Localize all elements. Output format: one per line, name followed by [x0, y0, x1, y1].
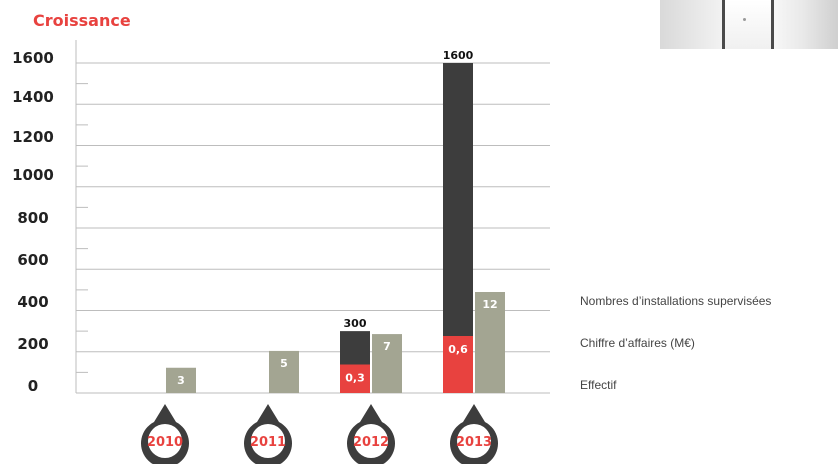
revenue-label: 0,3	[345, 372, 365, 385]
installations-label: 300	[344, 317, 367, 330]
revenue-bar	[340, 364, 370, 393]
staff-bar	[372, 334, 402, 393]
year-marker-hole	[354, 424, 388, 458]
year-label: 2011	[250, 435, 286, 450]
revenue-bar	[443, 336, 473, 393]
staff-label: 5	[280, 357, 288, 370]
y-tick-label: 1000	[12, 166, 54, 184]
year-label: 2013	[456, 435, 492, 450]
legend-staff: Effectif	[580, 378, 617, 392]
year-marker-hole	[457, 424, 491, 458]
person-photo	[660, 0, 838, 49]
chart-title: Croissance	[33, 11, 131, 30]
year-marker-hole	[148, 424, 182, 458]
y-tick-label: 400	[17, 293, 49, 311]
shirt-shape	[722, 0, 774, 49]
y-tick-label: 200	[17, 335, 49, 353]
staff-bar	[166, 367, 196, 393]
y-tick-label: 1400	[12, 88, 54, 106]
shirt-button	[743, 18, 746, 21]
legend-revenue: Chiffre d’affaires (M€)	[580, 336, 695, 350]
staff-label: 3	[177, 374, 185, 387]
year-label: 2010	[147, 435, 183, 450]
y-tick-label: 1600	[12, 49, 54, 67]
staff-bar	[475, 292, 505, 393]
revenue-label: 0,6	[448, 343, 468, 356]
installations-label: 1600	[443, 49, 474, 62]
y-tick-label: 800	[17, 209, 49, 227]
y-tick-label: 600	[17, 251, 49, 269]
year-marker-hole	[251, 424, 285, 458]
staff-label: 12	[482, 298, 497, 311]
y-tick-label: 0	[27, 377, 39, 395]
staff-bar	[269, 350, 299, 393]
staff-label: 7	[383, 340, 391, 353]
year-label: 2012	[353, 435, 389, 450]
y-tick-label: 1200	[12, 128, 54, 146]
legend-installations: Nombres d’installations supervisées	[580, 294, 772, 308]
